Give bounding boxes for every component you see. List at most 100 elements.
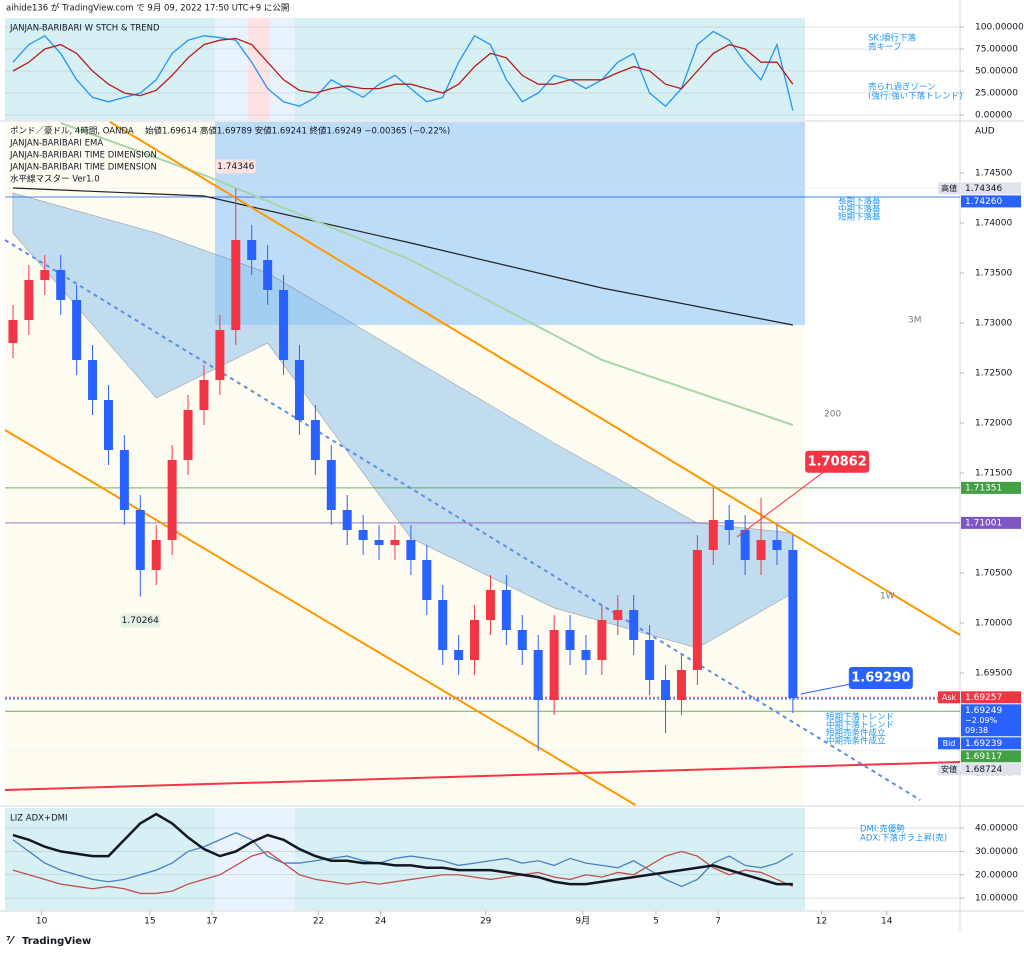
candle-body	[358, 530, 368, 540]
x-tick-label: 17	[206, 917, 217, 927]
callout-box	[805, 450, 870, 473]
indicator-line	[12, 37, 794, 97]
overlay-line	[60, 122, 794, 426]
candle-body	[247, 240, 257, 260]
ohlc-text: 始値1.69614 高値1.69789 安値1.69241 終値1.69249 …	[145, 126, 450, 137]
y-tick-label: 100.00000	[975, 23, 1024, 33]
candle-body	[724, 520, 734, 530]
candle-body	[597, 620, 607, 660]
candle-body	[279, 290, 289, 360]
candle-body	[231, 240, 241, 330]
price-tag-name: Ask	[942, 693, 957, 702]
y-tick-label: 1.71500	[975, 469, 1012, 479]
footer-logo: ⁷⁄	[6, 934, 16, 947]
price-tag-name-bg	[938, 737, 960, 750]
price-tag	[961, 516, 1021, 529]
candle-body	[8, 320, 18, 343]
annotation: DMI:売優勢	[860, 824, 905, 835]
price-tag-label: 1.69239	[965, 739, 1002, 749]
y-tick-label: 1.72500	[975, 369, 1012, 379]
price-tag-label: 1.69249	[965, 706, 1002, 716]
indicator-name: JANJAN-BARIBARI TIME DIMENSION	[9, 163, 157, 173]
x-tick-label: 5	[653, 917, 659, 927]
candle-body	[294, 360, 304, 420]
indicator-line	[12, 832, 794, 888]
x-tick-label: 22	[313, 917, 324, 927]
candle-body	[772, 540, 782, 550]
candle-body	[167, 460, 177, 540]
candle-body	[740, 530, 750, 560]
callout-box	[848, 667, 913, 689]
callout-leader	[736, 461, 838, 538]
annotation: (強行:強い下落トレンド)	[868, 91, 963, 102]
x-tick-label: 24	[375, 917, 387, 927]
x-tick-label: 15	[144, 917, 155, 927]
price-tag-label: 1.69117	[965, 752, 1002, 762]
price-tag	[961, 481, 1021, 494]
candle-body	[183, 410, 193, 460]
symbol-title: ポンド／豪ドル, 4時間, OANDA	[10, 126, 134, 137]
candle-body	[135, 510, 145, 570]
callout-box	[120, 613, 161, 628]
candle-body	[470, 620, 480, 660]
price-tag	[961, 737, 1021, 750]
candle-body	[390, 540, 400, 545]
candle-body	[24, 280, 34, 320]
y-tick-label: 1.70500	[975, 569, 1012, 579]
price-tag-label: 1.74260	[965, 197, 1002, 207]
candle-body	[215, 330, 225, 380]
overlay-line	[4, 429, 636, 806]
candle-body	[565, 630, 575, 650]
candle-body	[119, 450, 129, 510]
candle-body	[661, 680, 671, 700]
annotation: 短期下落基	[838, 212, 881, 223]
indicator-line	[12, 850, 794, 895]
y-tick-label: 0.00000	[975, 111, 1012, 121]
candle-body	[88, 360, 98, 400]
y-tick-label: 10.00000	[975, 894, 1018, 904]
price-tag-name: 安値	[941, 764, 957, 774]
y-tick-label: 1.70000	[975, 619, 1012, 629]
candle-body	[151, 540, 161, 570]
y-tick-label: 1.69500	[975, 669, 1012, 679]
overlay-line	[4, 239, 921, 801]
y-tick-label: 1.74000	[975, 219, 1012, 229]
annotation: 中期売条件成立	[826, 736, 886, 747]
x-tick-label: 29	[480, 917, 492, 927]
bottom-panel-zone	[215, 808, 295, 910]
indicator-name: 水平線マスター Ver1.0	[10, 174, 100, 185]
candle-body	[756, 540, 766, 560]
currency: AUD	[975, 127, 995, 137]
overlay-line	[4, 761, 961, 791]
callout-box	[215, 159, 256, 174]
candle-body	[103, 400, 113, 450]
price-tag-name-bg	[938, 691, 960, 704]
bottom-panel-bg	[5, 808, 805, 910]
price-tag-extra: 09:38	[965, 726, 988, 735]
price-tag-name-bg	[938, 182, 960, 195]
candle-body	[454, 650, 464, 660]
candle-body	[406, 540, 416, 560]
x-tick-label: 7	[715, 917, 721, 927]
candle-body	[533, 650, 543, 700]
price-tag-label: 1.71351	[965, 483, 1002, 493]
y-tick-label: 1.72000	[975, 419, 1012, 429]
y-tick-label: 50.00000	[975, 67, 1018, 77]
y-tick-label: 75.00000	[975, 45, 1018, 55]
candle-body	[422, 560, 432, 600]
x-tick-label: 10	[36, 917, 48, 927]
annotation: 売られ過ぎゾーン	[868, 82, 936, 93]
price-tag-label: 1.69257	[965, 693, 1002, 703]
candle-body	[40, 270, 50, 280]
panel-title: JANJAN-BARIBARI W STCH & TREND	[9, 24, 160, 34]
price-tag-label: 1.68724	[965, 765, 1002, 775]
candle-body	[581, 650, 591, 660]
candle-body	[692, 550, 702, 670]
callout-label: 1.69290	[851, 671, 910, 686]
candle-body	[788, 550, 798, 699]
price-tag	[961, 704, 1021, 737]
price-tag	[961, 195, 1021, 208]
candle-body	[501, 590, 511, 630]
y-tick-label: 1.73000	[975, 319, 1012, 329]
